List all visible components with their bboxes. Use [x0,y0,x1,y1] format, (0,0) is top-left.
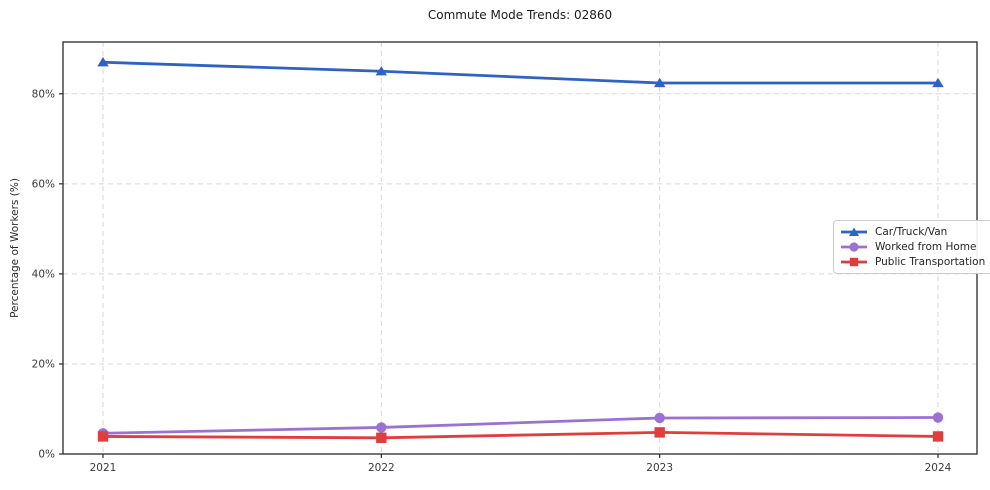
legend-square-marker-icon [841,257,867,267]
y-tick-label: 0% [38,449,55,461]
legend-label: Worked from Home [875,241,977,253]
x-tick-label: 2024 [925,462,952,474]
y-tick-label: 80% [32,88,55,100]
data-point-marker [932,412,944,423]
y-tick-label: 20% [32,358,55,370]
chart-title: Commute Mode Trends: 02860 [427,8,613,22]
data-point-marker [932,77,944,88]
legend-circle-marker-icon [841,242,867,252]
legend-label: Public Transportation [875,256,986,268]
data-point-marker [376,422,387,433]
data-point-marker [654,427,665,438]
data-point-marker [932,431,944,442]
x-tick-label: 2022 [368,462,395,474]
series-line-car-truck-van [101,60,940,85]
legend-item: Worked from Home [841,241,985,253]
legend-item: Car/Truck/Van [841,226,985,238]
data-point-marker [376,432,387,443]
x-tick-label: 2023 [646,462,673,474]
series-line-public-transportation [101,430,940,440]
data-point-marker [97,431,109,442]
legend-triangle-marker-icon [841,227,867,236]
y-tick-label: 60% [32,178,55,190]
y-axis-label: Percentage of Workers (%) [9,178,21,318]
data-point-marker [97,57,109,67]
legend-marker [849,227,859,236]
legend-marker [849,257,859,267]
legend-marker [849,242,859,252]
x-tick-label: 2021 [90,462,117,474]
data-point-marker [654,412,665,424]
legend: Car/Truck/Van Worked from Home Public Tr… [833,220,990,274]
legend-item: Public Transportation [841,256,985,268]
data-point-marker [653,77,666,88]
series-line-worked-from-home [101,416,940,435]
data-point-marker [375,66,388,76]
legend-label: Car/Truck/Van [875,226,948,238]
y-tick-label: 40% [32,268,55,280]
